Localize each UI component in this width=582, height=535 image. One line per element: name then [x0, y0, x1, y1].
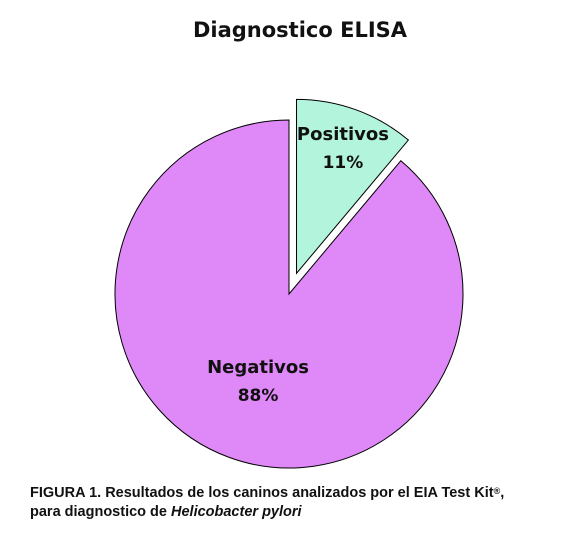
pie-chart: Diagnostico ELISA Positivos 11% Negativos 8…	[114, 18, 464, 469]
pie-slice-positivos	[296, 98, 410, 275]
caption-registered-mark: ®	[493, 486, 501, 496]
slice-value-positivos: 11%	[323, 153, 364, 173]
slice-label-negativos: Negativos	[207, 357, 309, 378]
labels-group: Positivos 11% Negativos 88%	[207, 124, 389, 406]
caption-line1: FIGURA 1. Resultados de los caninos anal…	[30, 485, 494, 501]
figure-caption: FIGURA 1. Resultados de los caninos anal…	[30, 484, 570, 522]
pie-slice-negativos	[114, 119, 464, 469]
caption-species: Helicobacter pylori	[171, 504, 302, 520]
chart-title: Diagnostico ELISA	[193, 18, 408, 42]
caption-line2-prefix: para diagnostico de	[30, 504, 171, 520]
slice-value-negativos: 88%	[238, 386, 279, 406]
slice-label-positivos: Positivos	[297, 124, 389, 145]
slices-group	[114, 98, 464, 469]
caption-line1-end: ,	[500, 485, 505, 501]
